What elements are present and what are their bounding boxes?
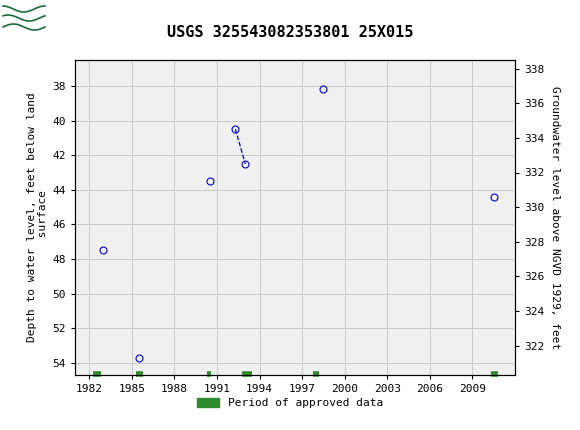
Legend: Period of approved data: Period of approved data [193, 393, 387, 413]
Text: USGS 325543082353801 25X015: USGS 325543082353801 25X015 [167, 25, 413, 40]
Y-axis label: Depth to water level, feet below land
 surface: Depth to water level, feet below land su… [27, 92, 48, 342]
FancyBboxPatch shape [2, 2, 52, 33]
Y-axis label: Groundwater level above NGVD 1929, feet: Groundwater level above NGVD 1929, feet [550, 86, 560, 349]
Text: USGS: USGS [58, 9, 113, 27]
